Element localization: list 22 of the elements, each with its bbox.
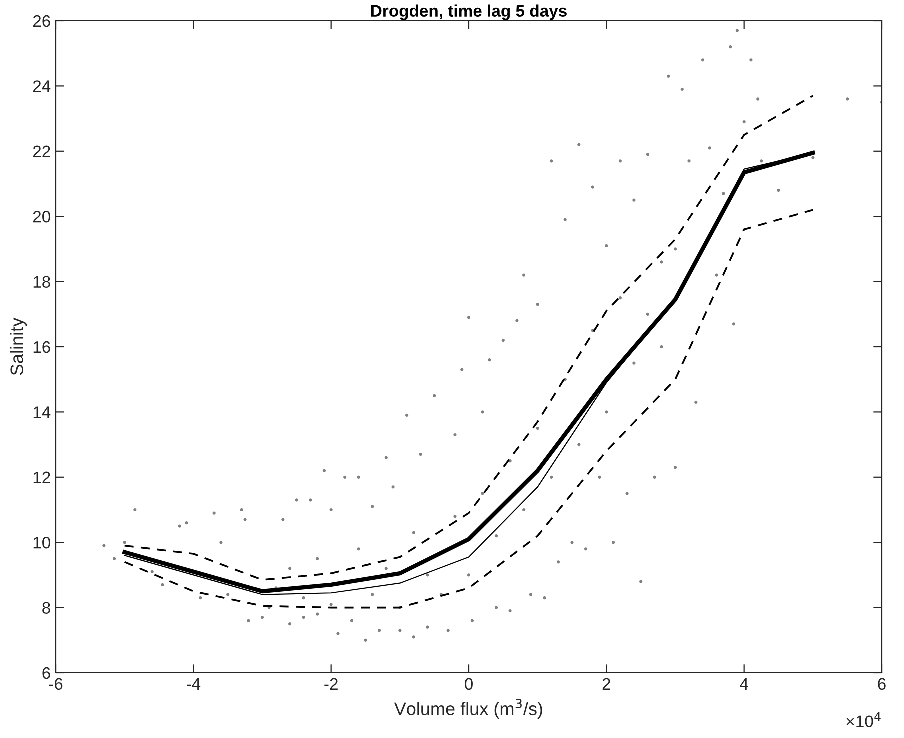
text: ×10$^{4}$ — [846, 712, 881, 728]
x-tick-label: 0 — [465, 678, 473, 690]
x-tick-label: 4 — [740, 678, 748, 690]
y-axis-title: Salinity — [10, 318, 28, 376]
x-tick-label: -2 — [324, 678, 338, 690]
x-tick-label: -4 — [186, 678, 201, 690]
chart-title: Drogden, time lag 5 days — [371, 4, 567, 20]
y-tick-label: 26 — [33, 15, 50, 28]
x-tick-label: -6 — [49, 678, 63, 690]
y-tick-label: 16 — [34, 341, 50, 354]
y-tick-label: 6 — [42, 667, 50, 680]
y-tick-label: 14 — [34, 406, 51, 418]
x-tick-label: 6 — [878, 678, 886, 690]
x-axis-title: Volume flux (m$^{3}$/s) — [394, 698, 542, 719]
y-tick-label: 24 — [33, 80, 51, 92]
y-tick-label: 8 — [42, 602, 50, 614]
y-tick-label: 18 — [34, 276, 50, 288]
y-tick-label: 12 — [34, 472, 50, 484]
y-tick-label: 22 — [33, 146, 50, 158]
y-tick-label: 20 — [33, 211, 50, 223]
y-tick-label: 10 — [34, 537, 50, 549]
x-tick-label: 2 — [602, 678, 610, 690]
